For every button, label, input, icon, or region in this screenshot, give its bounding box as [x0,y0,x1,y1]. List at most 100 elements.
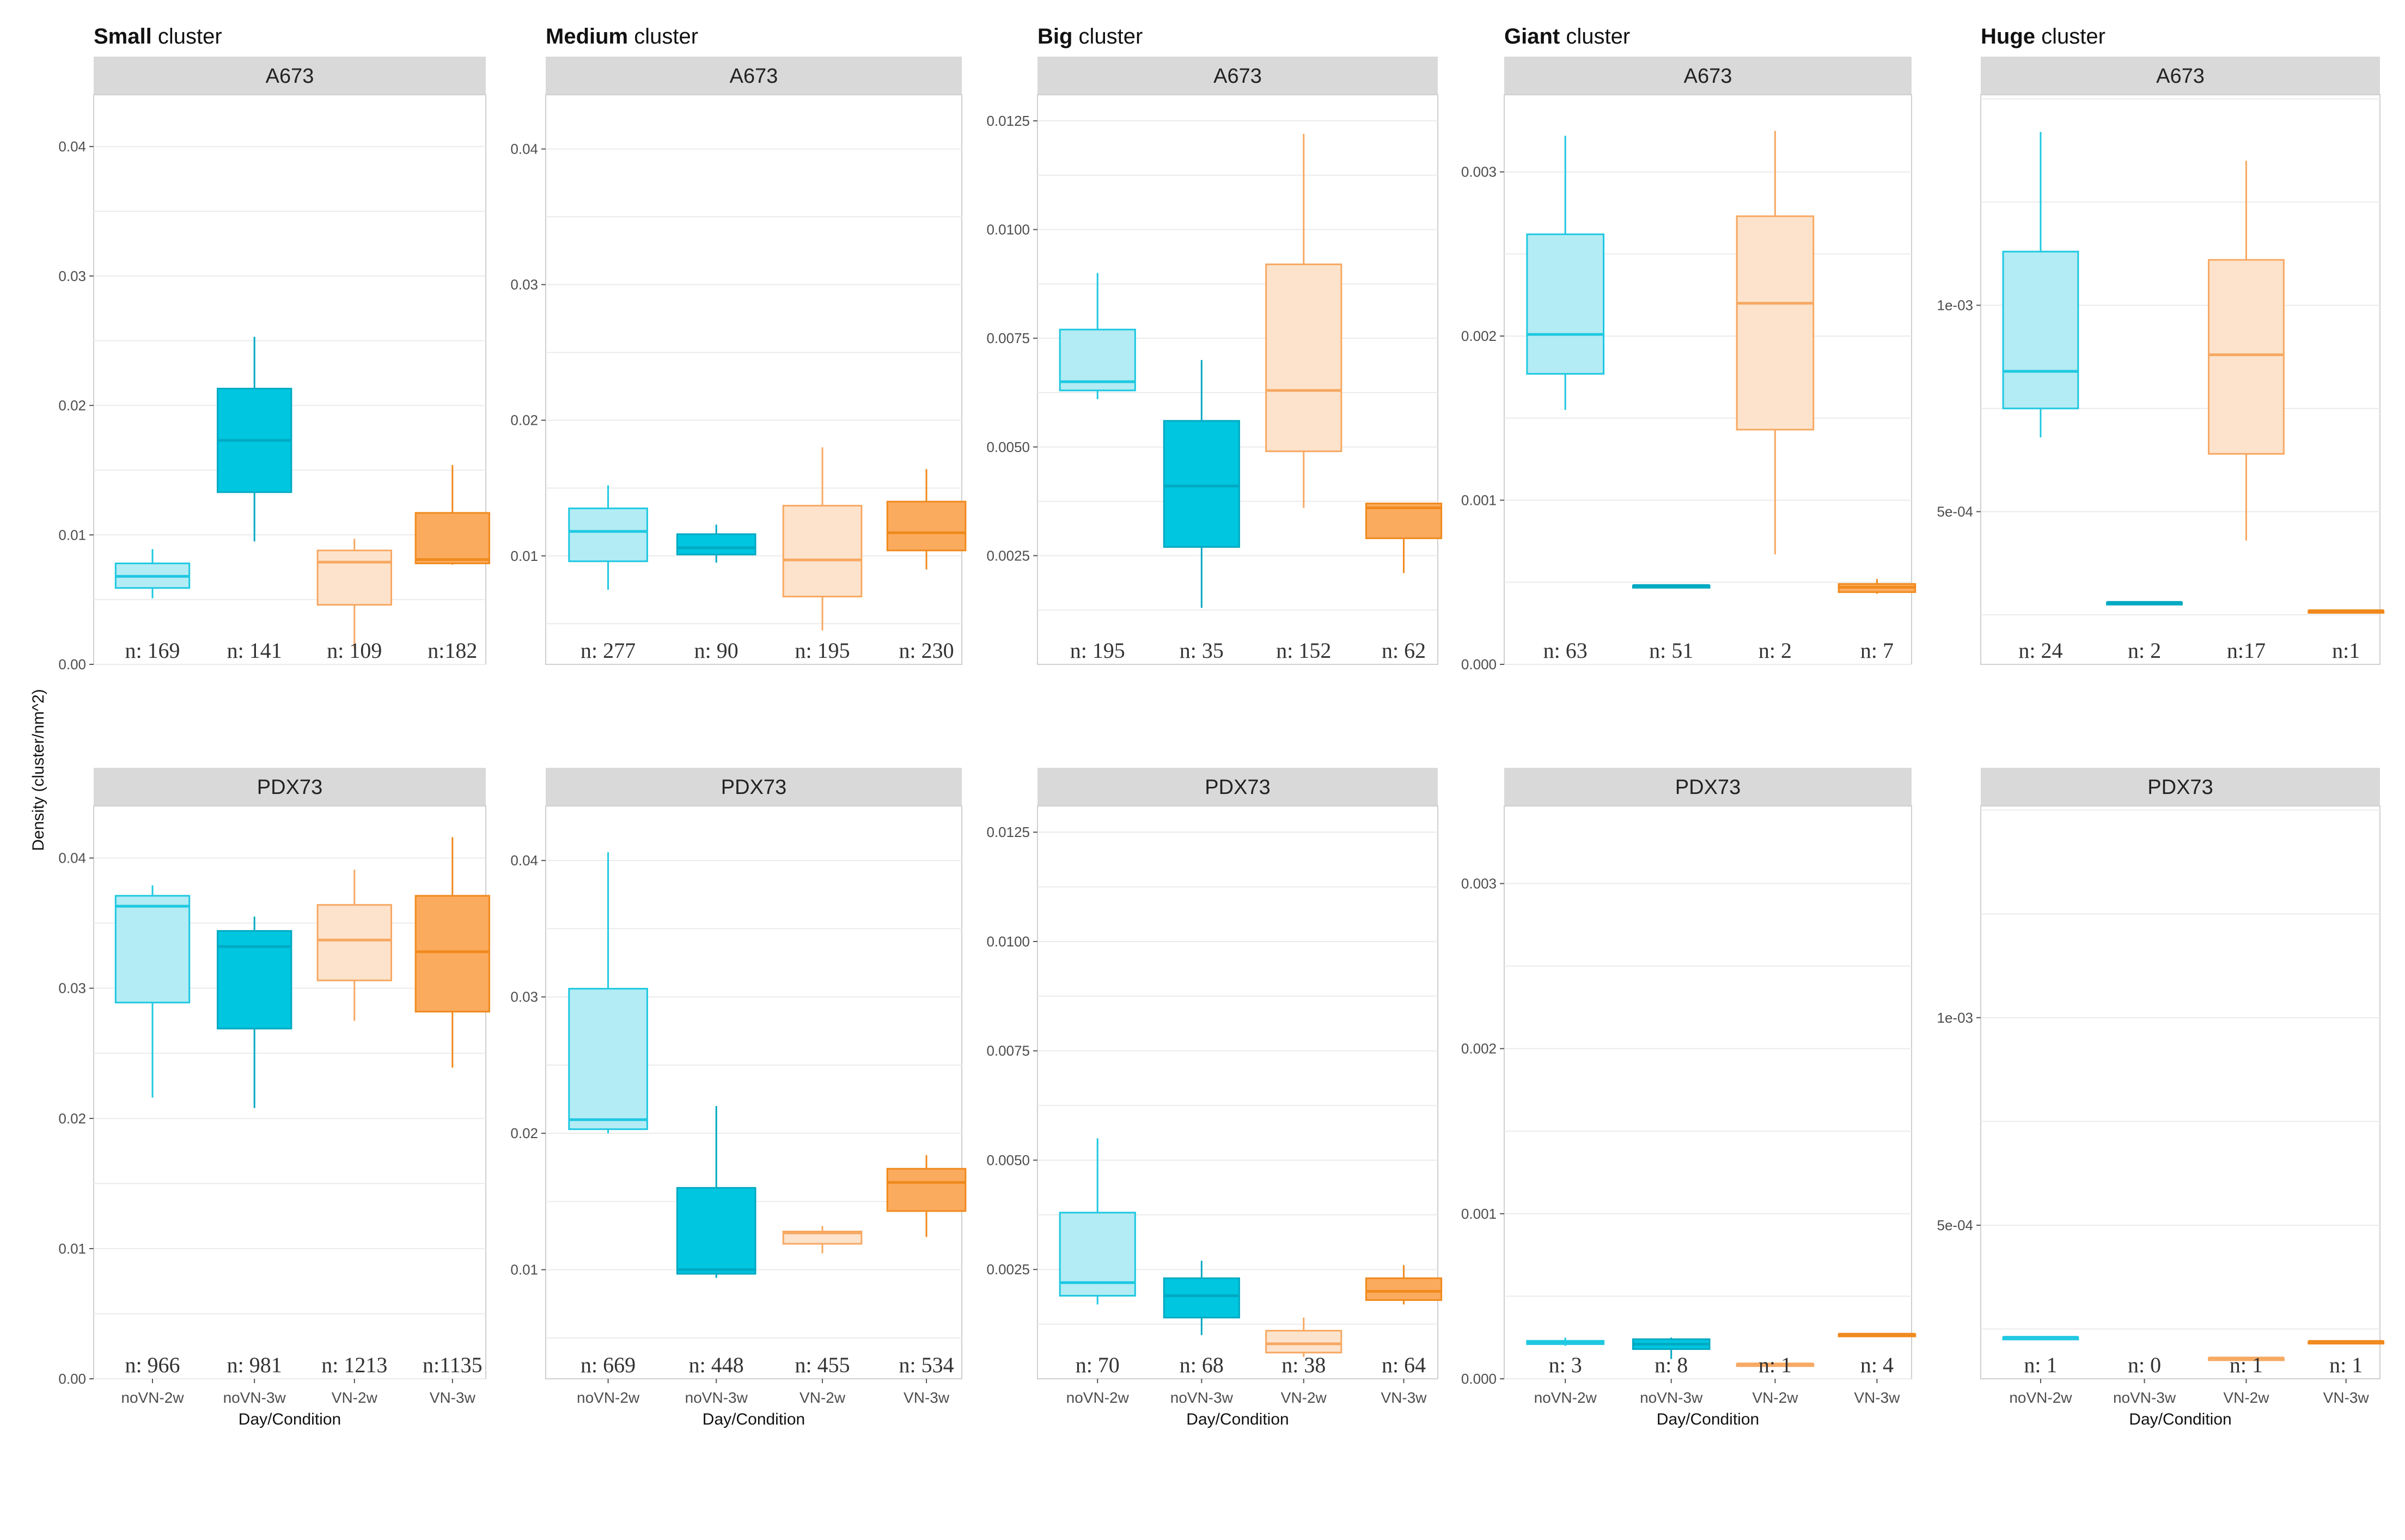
x-tick-label: noVN-3w [685,1389,748,1406]
box-iqr [568,988,648,1130]
y-tick-label: 0.000 [1461,656,1497,673]
strip-label: A673 [2156,65,2205,88]
box-iqr [782,505,863,597]
x-tick-label: VN-3w [2323,1389,2370,1406]
n-label: n: 51 [1649,638,1693,663]
strip-label: A673 [1213,65,1262,88]
box-iqr [676,1187,756,1275]
column-title-rest: cluster [152,25,222,48]
n-label: n: 195 [1070,638,1125,663]
y-tick-label: 0.001 [1461,1206,1497,1222]
x-axis-title: Day/Condition [239,1410,341,1428]
panel-background [1980,805,2380,1379]
boxplot-VN-3w [1838,579,1916,594]
n-label: n: 3 [1549,1353,1582,1377]
n-label: n: 90 [694,638,738,663]
y-tick-label: 0.002 [1461,1041,1497,1057]
n-label: n: 669 [581,1353,636,1377]
y-axis-title: Density (cluster/nm^2) [29,689,47,851]
n-label: n: 0 [2128,1353,2161,1377]
y-tick-label: 0.000 [1461,1371,1497,1387]
n-label: n: 35 [1180,638,1224,663]
strip-header [546,57,962,95]
box-iqr [568,508,648,563]
panel-background [1504,94,1912,665]
box-iqr [2002,250,2079,410]
y-tick-label: 0.0025 [986,1261,1030,1278]
y-tick-label: 0.02 [510,1125,538,1141]
y-tick-label: 0.00 [58,656,86,673]
box-iqr [1365,1277,1443,1301]
facet-panel-a673: A673 0.0025 0.0050 0.0075 0.0100 0.0125 n: 195… [986,57,1443,665]
box-iqr [1265,263,1342,453]
boxplot-noVN-2w [1059,1138,1136,1305]
column-title-bold: Huge [1981,25,2035,48]
y-tick-label: 0.0125 [986,113,1030,129]
boxplot-VN-2w [1736,131,1815,555]
strip-header [1037,768,1438,806]
facet-panel-pdx73: PDX73 0.01 0.02 0.03 0.04 n: 669 n: 448 n: 455 n… [510,768,967,1428]
boxplot-noVN-2w [2002,132,2079,438]
n-label: n: 62 [1382,638,1426,663]
n-label: n:1 [2332,638,2360,663]
column-title: Big cluster [1037,25,1143,48]
n-label: n:17 [2227,638,2266,663]
box-iqr [1526,233,1605,375]
column-title-bold: Small [94,25,152,48]
n-label: n:1135 [423,1353,483,1377]
box-iqr [1059,328,1136,392]
n-label: n: 1 [2329,1353,2363,1377]
x-tick-label: VN-3w [430,1389,476,1406]
y-tick-label: 0.04 [510,141,538,157]
facet-panel-a673: A673 5e-04 1e-03 n: 24 n: 2 n:17 n:1 [1937,57,2385,665]
n-label: n: 109 [327,638,382,663]
n-label: n: 981 [227,1353,282,1377]
box-iqr [2208,259,2285,455]
y-tick-label: 0.0100 [986,222,1030,238]
x-tick-label: VN-2w [1752,1389,1798,1406]
x-tick-label: VN-2w [332,1389,378,1406]
y-tick-label: 0.03 [58,980,86,997]
n-label: n: 7 [1860,638,1894,663]
facet-column-small: Small cluster A673 0.00 0.01 0.02 0.03 0.04 n: … [58,25,490,1428]
strip-header [1504,768,1912,806]
box-iqr [414,512,490,565]
boxplot-VN-2w [1736,1362,1815,1367]
y-tick-label: 0.02 [510,412,538,429]
strip-header [1037,57,1438,95]
boxplot-VN-2w [782,1226,863,1254]
x-axis-title: Day/Condition [1657,1410,1759,1428]
x-axis-title: Day/Condition [1186,1410,1289,1428]
y-tick-label: 0.03 [510,277,538,293]
boxplot-noVN-2w [1526,136,1605,410]
facet-column-huge: Huge cluster A673 5e-04 1e-03 n: 24 n: 2 n:17 n… [1937,25,2385,1428]
x-tick-label: noVN-2w [121,1389,184,1406]
y-tick-label: 1e-03 [1937,297,1974,314]
column-title-bold: Big [1037,25,1072,48]
n-label: n: 4 [1860,1353,1894,1377]
facet-column-giant: Giant cluster A673 0.000 0.001 0.002 0.003 n: … [1461,25,1916,1428]
facet-panel-a673: A673 0.01 0.02 0.03 0.04 n: 277 n: 90 n: 195 n: … [510,57,967,665]
x-tick-label: noVN-3w [2113,1389,2176,1406]
x-tick-label: noVN-2w [1066,1389,1130,1406]
y-tick-label: 0.001 [1461,492,1497,509]
facet-panel-pdx73: PDX73 0.00 0.01 0.02 0.03 0.04 n: 966 n: 981 n: … [58,768,490,1428]
panel-background [1504,805,1912,1379]
column-title-rest: cluster [1072,25,1143,48]
strip-label: PDX73 [1205,776,1270,799]
boxplot-noVN-3w [1632,1337,1711,1359]
boxplot-noVN-3w [676,1106,756,1278]
boxplot-noVN-3w [2106,601,2183,606]
boxplot-VN-2w [782,447,863,631]
n-label: n: 64 [1382,1353,1426,1377]
strip-header [546,768,962,806]
boxplot-VN-3w [414,837,490,1068]
column-title-bold: Medium [546,25,628,48]
x-tick-label: noVN-3w [223,1389,286,1406]
boxplot-VN-2w [2208,1356,2285,1361]
facet-panel-pdx73: PDX73 0.000 0.001 0.002 0.003 n: 3 n: 8 n: 1 n: … [1461,768,1916,1428]
x-tick-label: VN-3w [1381,1389,1427,1406]
box-iqr [782,1230,863,1245]
n-label: n: 1 [2024,1353,2057,1377]
y-tick-label: 0.0025 [986,547,1030,564]
